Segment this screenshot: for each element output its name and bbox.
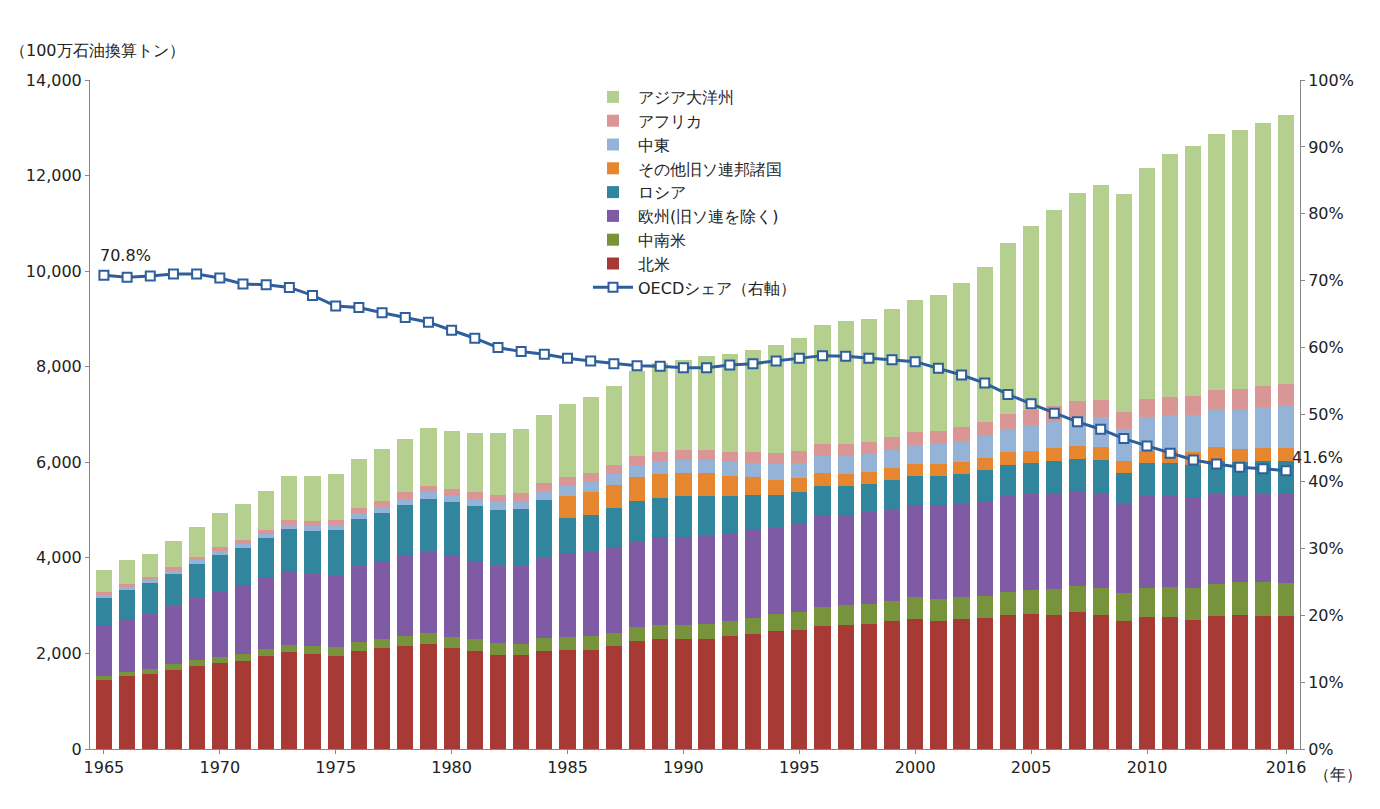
svg-text:0: 0: [72, 740, 82, 759]
svg-text:1970: 1970: [199, 758, 240, 777]
svg-text:ロシア: ロシア: [638, 183, 686, 202]
svg-text:1975: 1975: [315, 758, 356, 777]
svg-text:2010: 2010: [1127, 758, 1168, 777]
svg-text:OECDシェア（右軸）: OECDシェア（右軸）: [638, 279, 796, 298]
svg-text:2005: 2005: [1011, 758, 1052, 777]
svg-text:14,000: 14,000: [26, 71, 82, 90]
svg-text:70%: 70%: [1308, 271, 1344, 290]
svg-text:2,000: 2,000: [36, 644, 82, 663]
svg-text:8,000: 8,000: [36, 357, 82, 376]
svg-text:12,000: 12,000: [26, 166, 82, 185]
svg-text:（100万石油換算トン）: （100万石油換算トン）: [10, 41, 185, 60]
svg-text:50%: 50%: [1308, 405, 1344, 424]
svg-text:2000: 2000: [895, 758, 936, 777]
svg-text:6,000: 6,000: [36, 453, 82, 472]
svg-text:1965: 1965: [84, 758, 125, 777]
svg-text:0%: 0%: [1308, 740, 1333, 759]
svg-text:4,000: 4,000: [36, 548, 82, 567]
svg-text:90%: 90%: [1308, 138, 1344, 157]
svg-text:（年）: （年）: [1314, 765, 1362, 784]
svg-text:60%: 60%: [1308, 338, 1344, 357]
svg-text:中南米: 中南米: [638, 231, 686, 250]
svg-text:40%: 40%: [1308, 472, 1344, 491]
svg-text:10%: 10%: [1308, 673, 1344, 692]
svg-text:1995: 1995: [779, 758, 820, 777]
svg-text:1990: 1990: [663, 758, 704, 777]
svg-text:100%: 100%: [1308, 71, 1354, 90]
svg-text:1985: 1985: [547, 758, 588, 777]
svg-text:中東: 中東: [638, 136, 670, 155]
svg-text:20%: 20%: [1308, 606, 1344, 625]
svg-text:欧州(旧ソ連を除く): 欧州(旧ソ連を除く): [638, 207, 778, 226]
svg-text:80%: 80%: [1308, 204, 1344, 223]
svg-text:1980: 1980: [431, 758, 472, 777]
svg-text:2016: 2016: [1266, 758, 1307, 777]
svg-text:30%: 30%: [1308, 539, 1344, 558]
svg-text:北米: 北米: [638, 255, 670, 274]
svg-text:アジア大洋州: アジア大洋州: [638, 88, 734, 107]
svg-text:その他旧ソ連邦諸国: その他旧ソ連邦諸国: [638, 160, 782, 179]
svg-text:70.8%: 70.8%: [100, 246, 151, 265]
svg-text:アフリカ: アフリカ: [638, 112, 702, 131]
svg-text:41.6%: 41.6%: [1292, 448, 1343, 467]
svg-text:10,000: 10,000: [26, 262, 82, 281]
